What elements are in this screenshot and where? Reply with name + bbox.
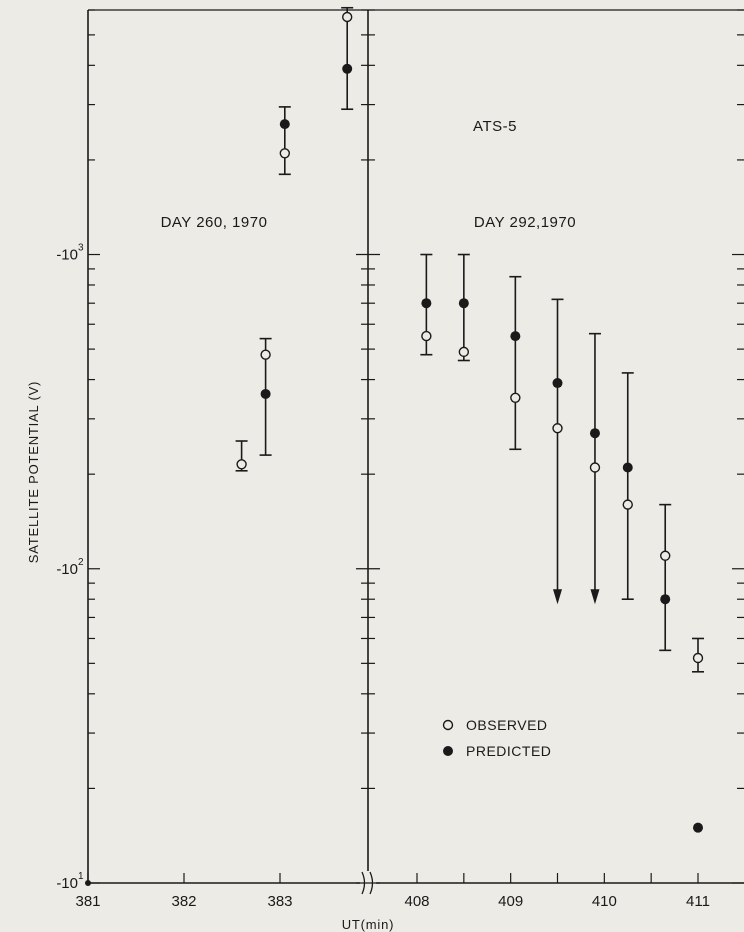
predicted-point (260, 388, 271, 399)
observed-point (421, 330, 432, 342)
observed-point (458, 346, 470, 358)
x-tick-label-0-0: 381 (75, 893, 100, 910)
predicted-point (342, 63, 353, 74)
x-tick-label-1-0: 408 (404, 893, 429, 910)
error-arrow (590, 589, 600, 605)
observed-point (692, 652, 704, 664)
error-bars (235, 6, 704, 673)
panel-label-right: DAY 292,1970 (474, 214, 576, 231)
legend: OBSERVED PREDICTED (442, 717, 551, 759)
legend-observed-marker (442, 719, 454, 731)
predicted-point (693, 822, 703, 833)
data-points (236, 11, 704, 833)
plot-frame (85, 9, 744, 895)
y-axis-label: SATELLITE POTENTIAL (V) (26, 381, 41, 563)
predicted-point (660, 594, 671, 605)
observed-point (660, 550, 671, 561)
legend-predicted-label: PREDICTED (466, 743, 551, 759)
predicted-point (552, 378, 563, 389)
satellite-annotation: ATS-5 (473, 118, 517, 135)
y-tick-label-2: -10 (56, 875, 78, 892)
error-arrow (553, 589, 562, 605)
y-tick-label-1: -10 (56, 561, 78, 578)
y-tick-exponent-2: 1 (78, 871, 84, 882)
observed-point (552, 423, 563, 434)
legend-predicted-marker (443, 746, 453, 756)
observed-point (236, 459, 247, 470)
panel-label-left: DAY 260, 1970 (161, 214, 268, 231)
x-axis-label: UT(min) (342, 917, 395, 932)
observed-point (279, 148, 290, 159)
predicted-point (622, 462, 633, 473)
predicted-point (510, 331, 521, 342)
x-tick-label-1-2: 409 (498, 893, 523, 910)
predicted-point (421, 298, 432, 309)
observed-point (589, 462, 601, 473)
x-tick-label-1-4: 410 (592, 893, 617, 910)
legend-observed-label: OBSERVED (466, 717, 548, 733)
predicted-point (589, 428, 600, 439)
predicted-point (458, 298, 469, 309)
x-tick-label-0-1: 382 (171, 893, 196, 910)
y-tick-label-0: -10 (56, 247, 78, 264)
observed-point (622, 499, 633, 510)
x-tick-label-0-2: 383 (267, 893, 292, 910)
observed-point (510, 392, 521, 403)
y-tick-exponent-0: 3 (78, 243, 84, 254)
observed-point (342, 11, 353, 23)
x-tick-label-1-6: 411 (686, 893, 710, 910)
predicted-point (279, 119, 290, 130)
y-tick-exponent-1: 2 (78, 557, 84, 568)
observed-point (260, 349, 271, 360)
